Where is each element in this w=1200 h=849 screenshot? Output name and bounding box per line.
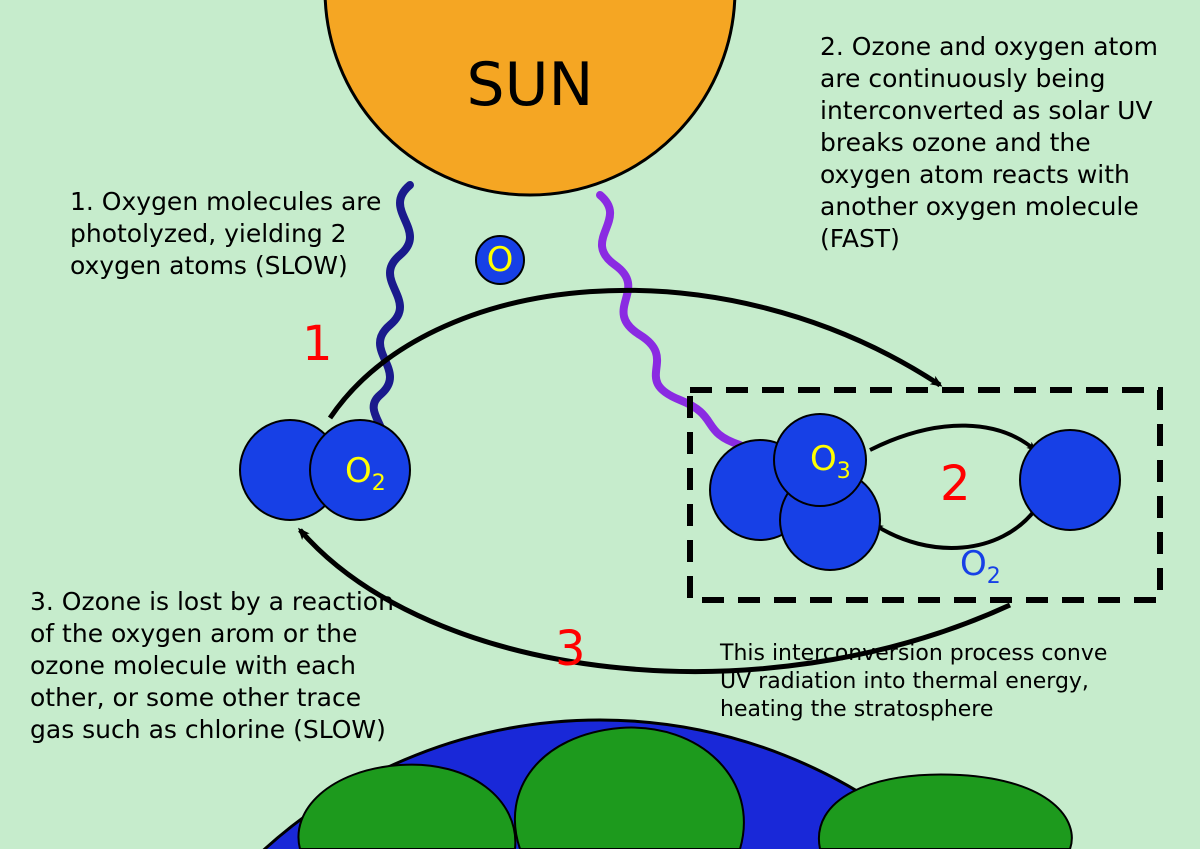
step-number-1: 1 [302, 316, 333, 372]
description-1: 1. Oxygen molecules arephotolyzed, yield… [70, 187, 381, 280]
oxygen-atom-right [1020, 430, 1120, 530]
step-number-2: 2 [940, 456, 971, 512]
o2-molecule [240, 420, 410, 520]
oxygen-atom-label: O [487, 240, 514, 280]
description-3: 3. Ozone is lost by a reactionof the oxy… [30, 587, 394, 744]
ozone-cycle-diagram: SUN O O2 O3 1 2 3 O2 1. Oxygen molecules… [0, 0, 1200, 849]
sun-label: SUN [467, 50, 594, 120]
step-number-3: 3 [555, 621, 586, 677]
